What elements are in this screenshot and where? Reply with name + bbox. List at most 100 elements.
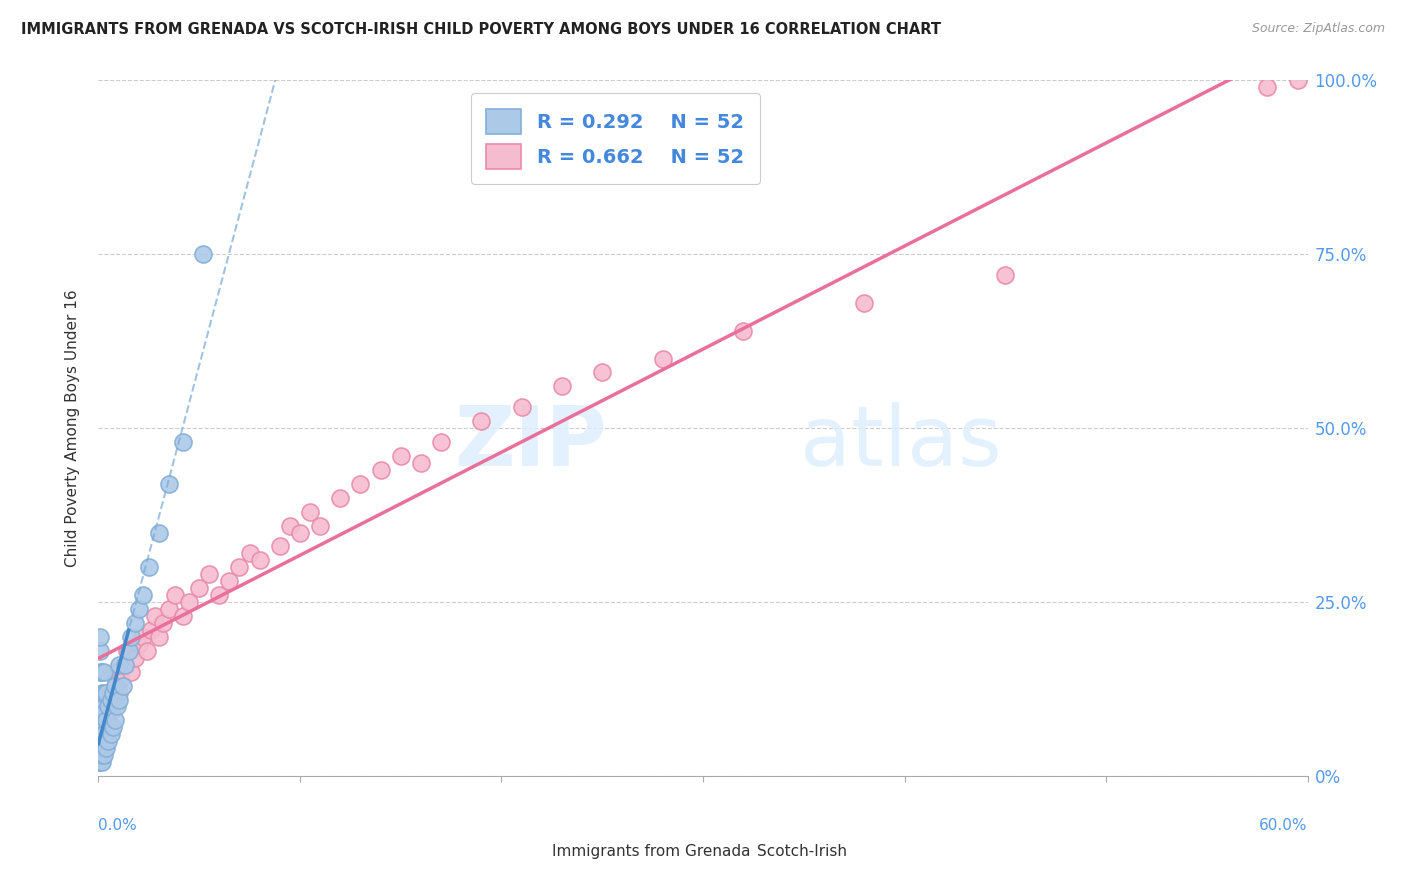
Point	[91, 714, 114, 728]
Point	[349, 476, 371, 491]
Point	[96, 741, 118, 756]
Point	[188, 581, 211, 595]
Point	[89, 720, 111, 734]
Point	[510, 401, 533, 415]
Point	[733, 324, 755, 338]
Point	[120, 630, 142, 644]
Point	[139, 623, 162, 637]
Point	[87, 755, 110, 769]
Point	[172, 435, 194, 450]
Point	[269, 540, 291, 554]
Point	[118, 644, 141, 658]
Text: Immigrants from Grenada: Immigrants from Grenada	[551, 845, 751, 859]
Point	[143, 609, 166, 624]
Point	[91, 685, 114, 699]
Y-axis label: Child Poverty Among Boys Under 16: Child Poverty Among Boys Under 16	[65, 289, 80, 567]
Point	[114, 657, 136, 672]
Point	[93, 699, 115, 714]
Point	[591, 366, 613, 380]
Text: ZIP: ZIP	[454, 401, 606, 483]
Point	[89, 734, 111, 748]
FancyBboxPatch shape	[703, 843, 749, 861]
Point	[309, 518, 332, 533]
Point	[103, 679, 125, 693]
Point	[87, 748, 110, 763]
Point	[228, 560, 250, 574]
Point	[93, 685, 115, 699]
Point	[107, 685, 129, 699]
Point	[551, 379, 574, 393]
Text: 0.0%: 0.0%	[98, 818, 138, 833]
Point	[853, 296, 876, 310]
Point	[87, 734, 110, 748]
Point	[124, 615, 146, 630]
Point	[89, 699, 111, 714]
Point	[100, 685, 122, 699]
Point	[249, 553, 271, 567]
Point	[409, 456, 432, 470]
Point	[470, 414, 492, 428]
Point	[157, 602, 180, 616]
Point	[193, 247, 215, 261]
Point	[89, 755, 111, 769]
Point	[135, 644, 157, 658]
Point	[89, 706, 111, 721]
Point	[87, 727, 110, 741]
Point	[198, 567, 221, 582]
Point	[370, 463, 392, 477]
Point	[120, 665, 142, 679]
Point	[124, 650, 146, 665]
Point	[110, 672, 132, 686]
Point	[89, 748, 111, 763]
Point	[101, 699, 124, 714]
Point	[278, 518, 301, 533]
Point	[93, 706, 115, 721]
Point	[97, 699, 120, 714]
Text: Source: ZipAtlas.com: Source: ZipAtlas.com	[1251, 22, 1385, 36]
Point	[100, 727, 122, 741]
Point	[1286, 73, 1309, 87]
Point	[107, 657, 129, 672]
Point	[89, 644, 111, 658]
Point	[239, 546, 262, 560]
Point	[128, 602, 150, 616]
Point	[105, 699, 128, 714]
Point	[89, 630, 111, 644]
Point	[105, 665, 128, 679]
Point	[103, 714, 125, 728]
Text: Scotch-Irish: Scotch-Irish	[758, 845, 848, 859]
Point	[103, 679, 125, 693]
Point	[148, 525, 170, 540]
Point	[87, 741, 110, 756]
Point	[93, 748, 115, 763]
Point	[218, 574, 240, 589]
Point	[157, 476, 180, 491]
Text: IMMIGRANTS FROM GRENADA VS SCOTCH-IRISH CHILD POVERTY AMONG BOYS UNDER 16 CORREL: IMMIGRANTS FROM GRENADA VS SCOTCH-IRISH …	[21, 22, 941, 37]
Point	[430, 435, 453, 450]
Point	[152, 615, 174, 630]
FancyBboxPatch shape	[498, 843, 543, 861]
Point	[107, 692, 129, 706]
Point	[96, 714, 118, 728]
Point	[148, 630, 170, 644]
Point	[91, 665, 114, 679]
Point	[101, 720, 124, 734]
Point	[299, 505, 322, 519]
Point	[329, 491, 352, 505]
Text: atlas: atlas	[800, 401, 1001, 483]
Point	[89, 665, 111, 679]
Point	[132, 630, 155, 644]
Point	[1256, 80, 1278, 95]
Point	[172, 609, 194, 624]
Point	[91, 699, 114, 714]
Point	[651, 351, 673, 366]
Point	[179, 595, 201, 609]
Point	[132, 588, 155, 602]
Point	[100, 692, 122, 706]
Point	[93, 665, 115, 679]
Point	[115, 644, 138, 658]
Point	[91, 755, 114, 769]
Point	[114, 657, 136, 672]
Point	[97, 714, 120, 728]
Point	[96, 685, 118, 699]
